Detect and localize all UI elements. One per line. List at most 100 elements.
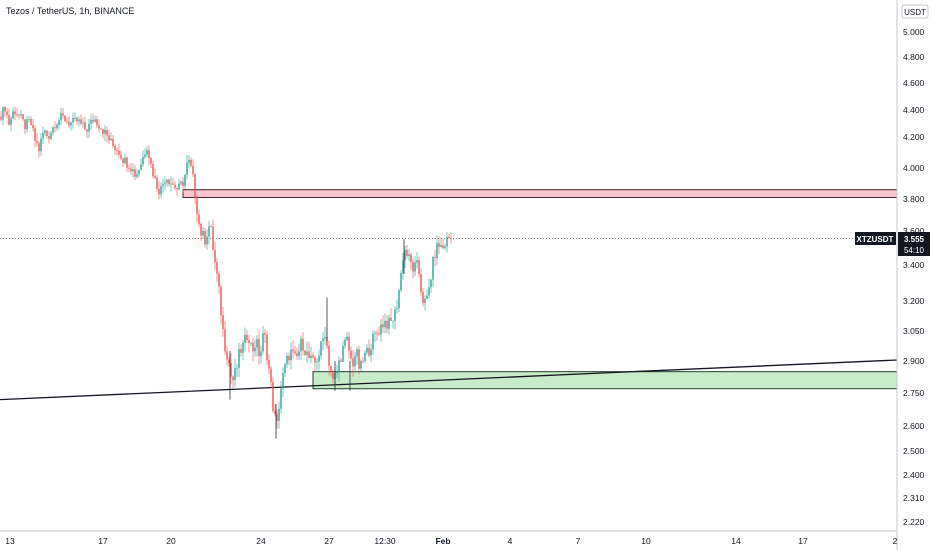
candle xyxy=(360,359,362,371)
candle xyxy=(168,178,170,187)
last-price-value: 3.555 xyxy=(904,235,925,244)
candle xyxy=(50,130,52,141)
candle xyxy=(48,131,50,144)
candle xyxy=(140,158,142,171)
candle xyxy=(14,106,16,121)
candle xyxy=(64,115,66,123)
candle xyxy=(324,327,326,345)
candle xyxy=(350,346,352,362)
candle xyxy=(408,248,410,262)
candle xyxy=(342,340,344,363)
candle xyxy=(90,114,92,130)
candle xyxy=(308,341,310,360)
candle xyxy=(346,331,348,342)
candle xyxy=(274,404,276,417)
candle xyxy=(288,352,290,365)
candle xyxy=(194,172,196,205)
candle xyxy=(418,256,420,278)
candle xyxy=(240,344,242,357)
price-tick-label: 4.600 xyxy=(903,78,925,88)
candle xyxy=(364,349,366,364)
candle xyxy=(100,128,102,130)
candle xyxy=(112,135,114,148)
candle xyxy=(32,118,34,132)
price-axis[interactable]: 5.000 4.800 4.600 4.400 4.200 4.000 3.800 3.600… xyxy=(903,27,925,527)
price-tick-label: 3.400 xyxy=(903,260,925,270)
candle xyxy=(84,116,86,130)
candle xyxy=(118,143,120,158)
candle xyxy=(98,119,100,133)
candle xyxy=(162,178,164,194)
candle xyxy=(186,155,188,180)
candle xyxy=(136,169,138,179)
candle xyxy=(298,343,300,361)
candle xyxy=(416,252,418,269)
candle xyxy=(374,330,376,342)
candle xyxy=(76,116,78,126)
candle xyxy=(166,179,168,188)
ticker-badge xyxy=(855,232,896,245)
candle xyxy=(356,346,358,365)
candle xyxy=(22,113,24,122)
price-tick-label: 3.200 xyxy=(903,296,925,306)
candle xyxy=(202,226,204,240)
candle xyxy=(248,335,250,353)
candle xyxy=(414,256,416,277)
candle xyxy=(318,349,320,372)
candle xyxy=(268,354,270,375)
price-tick-label: 2.600 xyxy=(903,421,925,431)
candle xyxy=(390,307,392,322)
candle xyxy=(260,345,262,364)
candle xyxy=(222,306,224,337)
candle xyxy=(74,112,76,122)
candle xyxy=(82,117,84,128)
resistance-zone[interactable] xyxy=(182,189,898,198)
candle xyxy=(216,258,218,282)
price-tick-label: 4.200 xyxy=(903,132,925,142)
candle xyxy=(424,295,426,311)
candle xyxy=(10,116,12,132)
candle xyxy=(176,187,178,197)
candle xyxy=(430,278,432,293)
candle xyxy=(226,345,228,366)
candle xyxy=(286,352,288,368)
candle xyxy=(212,219,214,252)
candle xyxy=(320,340,322,360)
candle xyxy=(262,325,264,355)
candle xyxy=(170,176,172,192)
candle xyxy=(68,116,70,128)
candle xyxy=(358,345,360,375)
plot-area[interactable] xyxy=(0,105,898,439)
candle xyxy=(304,350,306,356)
candle xyxy=(188,155,190,169)
candle xyxy=(234,359,236,388)
candle xyxy=(330,365,332,377)
support-zone[interactable] xyxy=(312,371,898,390)
candle xyxy=(296,347,298,361)
candle xyxy=(276,409,278,429)
candle xyxy=(0,110,2,122)
time-axis[interactable]: 13 17 20 24 27 12:30 Feb 4 7 10 14 17 2 xyxy=(5,536,897,546)
last-price-badge xyxy=(898,232,930,256)
candle xyxy=(28,115,30,123)
candle xyxy=(214,241,216,270)
candle xyxy=(402,252,404,280)
candle xyxy=(26,115,28,133)
candle xyxy=(92,113,94,125)
candle xyxy=(190,157,192,168)
candle xyxy=(134,165,136,181)
trendline[interactable] xyxy=(0,359,898,401)
candle xyxy=(412,259,414,279)
currency-badge[interactable] xyxy=(901,4,929,19)
candle xyxy=(378,326,380,336)
time-tick-label: 10 xyxy=(641,536,651,546)
candle xyxy=(266,331,268,366)
price-tick-label: 2.900 xyxy=(903,356,925,366)
candle xyxy=(192,159,194,177)
candle xyxy=(110,132,112,141)
candle xyxy=(442,238,444,250)
candle xyxy=(238,342,240,378)
candle xyxy=(440,237,442,248)
candle xyxy=(428,278,430,299)
